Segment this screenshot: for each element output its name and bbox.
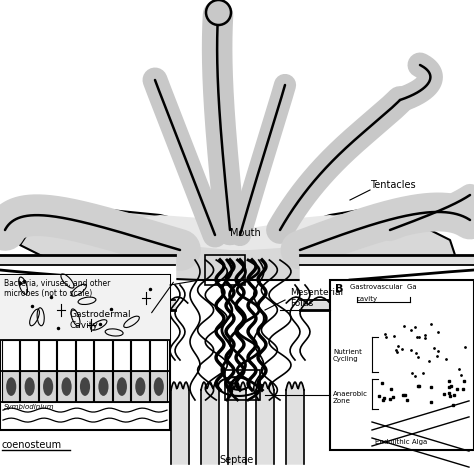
Bar bbox=[330, 280, 474, 450]
Bar bbox=[57, 371, 75, 402]
Text: Mouth: Mouth bbox=[229, 228, 260, 238]
Text: Septae: Septae bbox=[220, 455, 254, 465]
Ellipse shape bbox=[99, 377, 109, 396]
Polygon shape bbox=[110, 215, 355, 250]
Bar bbox=[2, 340, 19, 371]
Text: coenosteum: coenosteum bbox=[2, 440, 62, 450]
Bar bbox=[76, 371, 93, 402]
Bar bbox=[39, 340, 56, 371]
Bar bbox=[20, 371, 38, 402]
Bar bbox=[39, 371, 56, 402]
Bar bbox=[225, 370, 260, 400]
Bar bbox=[76, 340, 93, 371]
Bar bbox=[0, 275, 170, 340]
Polygon shape bbox=[256, 382, 274, 464]
Text: Endolithic Alga: Endolithic Alga bbox=[375, 439, 427, 445]
Text: Mesenterial
Folds: Mesenterial Folds bbox=[290, 288, 343, 308]
Bar bbox=[131, 371, 148, 402]
Text: Gastrodermal
Cavity: Gastrodermal Cavity bbox=[70, 310, 132, 330]
Ellipse shape bbox=[117, 377, 127, 396]
Text: Tentacles: Tentacles bbox=[370, 180, 416, 190]
Text: Gastrovascular  Ga: Gastrovascular Ga bbox=[350, 284, 417, 290]
Ellipse shape bbox=[80, 377, 90, 396]
Text: Anaerobic
Zone: Anaerobic Zone bbox=[333, 391, 368, 404]
Bar bbox=[205, 255, 245, 285]
Bar bbox=[113, 371, 130, 402]
Ellipse shape bbox=[154, 377, 164, 396]
Polygon shape bbox=[201, 382, 219, 464]
Text: cavity: cavity bbox=[357, 296, 378, 302]
Bar bbox=[57, 340, 75, 371]
Bar bbox=[113, 340, 130, 371]
Bar bbox=[131, 340, 148, 371]
Bar bbox=[94, 371, 112, 402]
Text: Symbiodinium: Symbiodinium bbox=[4, 404, 55, 410]
Polygon shape bbox=[171, 382, 189, 464]
Bar bbox=[150, 340, 167, 371]
Ellipse shape bbox=[6, 377, 16, 396]
Ellipse shape bbox=[43, 377, 53, 396]
Text: Bacteria, viruses, and other
microbes (not to scale): Bacteria, viruses, and other microbes (n… bbox=[4, 279, 110, 299]
Ellipse shape bbox=[135, 377, 146, 396]
Ellipse shape bbox=[62, 377, 72, 396]
Polygon shape bbox=[286, 382, 304, 464]
Bar bbox=[94, 340, 112, 371]
Text: Nutrient
Cycling: Nutrient Cycling bbox=[333, 348, 362, 362]
Bar bbox=[150, 371, 167, 402]
Bar bbox=[2, 371, 19, 402]
Text: B: B bbox=[335, 284, 343, 294]
Polygon shape bbox=[20, 210, 455, 280]
Polygon shape bbox=[228, 382, 246, 464]
Bar bbox=[20, 340, 38, 371]
Ellipse shape bbox=[25, 377, 35, 396]
Bar bbox=[0, 275, 170, 430]
